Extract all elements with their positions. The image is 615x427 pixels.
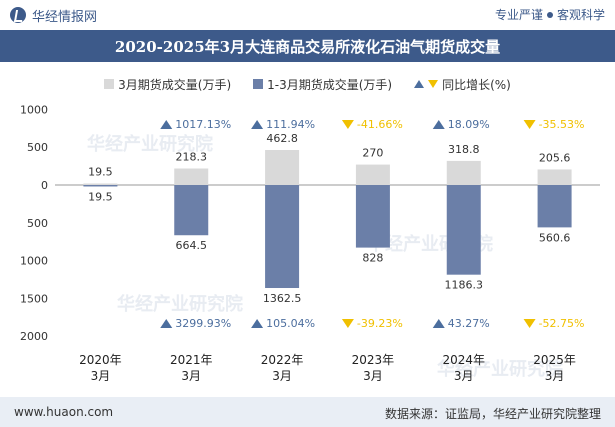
brand-name: 华经情报网 <box>32 9 98 25</box>
bar-march <box>537 169 572 185</box>
data-label-ytd: 664.5 <box>176 239 208 252</box>
data-label-ytd: 560.6 <box>539 231 571 244</box>
growth-down-icon <box>341 319 354 328</box>
growth-label-ytd: 105.04% <box>266 317 315 330</box>
logo-icon <box>10 7 26 23</box>
x-tick-label-month: 3月 <box>272 369 292 383</box>
bar-ytd <box>446 185 481 275</box>
footer-url[interactable]: www.huaon.com <box>14 405 114 419</box>
growth-up-icon <box>251 319 264 328</box>
growth-down-icon <box>341 120 354 129</box>
bar-march <box>174 168 209 185</box>
x-tick-label-month: 3月 <box>181 369 201 383</box>
legend-item-growth: 同比增长(%) <box>414 76 511 93</box>
y-tick-label: 2000 <box>20 330 48 343</box>
x-tick-label-month: 3月 <box>363 369 383 383</box>
y-tick-label: 1000 <box>20 103 48 116</box>
data-label-march: 19.5 <box>88 166 113 179</box>
growth-up-icon <box>251 120 264 129</box>
tagline-left: 专业严谨 <box>494 8 543 22</box>
growth-label-march: -41.66% <box>357 118 403 131</box>
growth-label-ytd: 43.27% <box>448 317 490 330</box>
y-tick-label: 0 <box>41 179 48 192</box>
tagline-right: 客观科学 <box>556 8 605 22</box>
data-label-ytd: 1362.5 <box>263 292 302 305</box>
legend-swatch-ytd <box>253 79 264 89</box>
y-tick-label: 500 <box>27 141 48 154</box>
x-tick-label-year: 2020年 <box>79 353 122 367</box>
legend-item-march: 3月期货成交量(万手) <box>104 76 231 93</box>
dot-icon <box>546 11 553 18</box>
tagline: 专业严谨 客观科学 <box>495 6 605 23</box>
data-label-ytd: 828 <box>362 252 383 265</box>
data-label-march: 205.6 <box>539 151 571 164</box>
legend-label-growth: 同比增长(%) <box>442 77 511 92</box>
growth-up-icon <box>432 319 445 328</box>
y-tick-label: 500 <box>27 217 48 230</box>
watermark: 华经产业研究院 <box>87 133 213 155</box>
bar-ytd <box>537 185 572 228</box>
legend: 3月期货成交量(万手) 1-3月期货成交量(万手) 同比增长(%) <box>0 74 615 94</box>
data-label-ytd: 19.5 <box>88 190 113 203</box>
bar-march <box>355 164 390 185</box>
x-tick-label-month: 3月 <box>545 369 565 383</box>
y-tick-label: 1500 <box>20 292 48 305</box>
watermark: 华经产业研究院 <box>437 358 563 380</box>
bar-ytd <box>83 185 118 187</box>
growth-label-march: -35.53% <box>539 118 585 131</box>
footer-source: 数据来源：证监局，华经产业研究院整理 <box>384 407 601 421</box>
bar-march <box>83 183 118 185</box>
x-tick-label-year: 2025年 <box>533 353 576 367</box>
growth-label-ytd: 3299.93% <box>175 317 231 330</box>
data-label-march: 218.3 <box>176 150 208 163</box>
y-tick-label: 1000 <box>20 255 48 268</box>
chart-title: 2020-2025年3月大连商品交易所液化石油气期货成交量 <box>114 37 501 56</box>
x-tick-label-year: 2023年 <box>352 353 395 367</box>
brand[interactable]: 华经情报网 <box>10 6 98 25</box>
x-tick-label-year: 2024年 <box>442 353 485 367</box>
footer: www.huaon.com 数据来源：证监局，华经产业研究院整理 <box>0 397 615 427</box>
bar-march <box>265 150 300 185</box>
data-label-march: 318.8 <box>448 143 480 156</box>
triangle-down-icon <box>428 80 439 88</box>
growth-up-icon <box>432 120 445 129</box>
triangle-up-icon <box>414 80 425 88</box>
growth-label-march: 1017.13% <box>175 118 231 131</box>
bar-ytd <box>355 185 390 248</box>
bar-ytd <box>265 185 300 289</box>
legend-item-ytd: 1-3月期货成交量(万手) <box>253 76 392 93</box>
x-tick-label-month: 3月 <box>91 369 111 383</box>
legend-swatch-march <box>104 79 115 89</box>
growth-down-icon <box>523 319 536 328</box>
growth-label-march: 111.94% <box>266 118 315 131</box>
x-tick-label-year: 2022年 <box>261 353 304 367</box>
data-label-march: 270 <box>362 147 383 160</box>
watermark: 华经产业研究院 <box>117 293 243 315</box>
bar-ytd <box>174 185 209 236</box>
data-label-march: 462.8 <box>266 132 298 145</box>
chart-title-bar: 2020-2025年3月大连商品交易所液化石油气期货成交量 <box>0 30 615 62</box>
data-label-ytd: 1186.3 <box>445 279 484 292</box>
growth-label-ytd: -52.75% <box>539 317 585 330</box>
legend-label-march: 3月期货成交量(万手) <box>118 77 232 92</box>
growth-down-icon <box>523 120 536 129</box>
growth-up-icon <box>160 120 173 129</box>
x-tick-label-year: 2021年 <box>170 353 213 367</box>
growth-up-icon <box>160 319 173 328</box>
growth-label-march: 18.09% <box>448 118 490 131</box>
bar-march <box>446 160 481 185</box>
growth-label-ytd: -39.23% <box>357 317 403 330</box>
x-tick-label-month: 3月 <box>454 369 474 383</box>
legend-label-ytd: 1-3月期货成交量(万手) <box>267 77 393 92</box>
top-bar: 华经情报网 专业严谨 客观科学 <box>0 0 615 30</box>
